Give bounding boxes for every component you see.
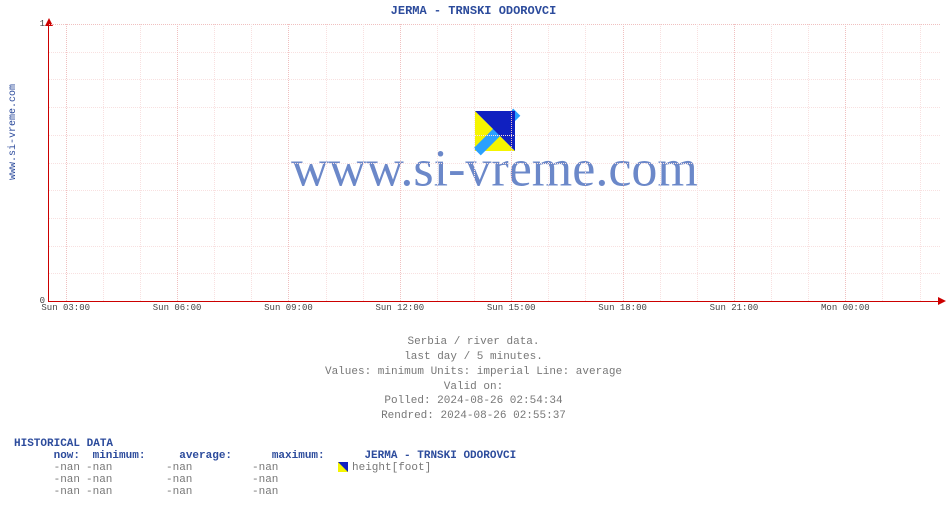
xtick-label: Mon 00:00 <box>821 303 870 313</box>
gridline-h-minor <box>49 79 940 80</box>
hist-headers: now: minimum: average: maximum: JERMA - … <box>14 450 933 462</box>
hist-cell: -nan <box>252 486 338 498</box>
gridline-h <box>49 24 940 25</box>
gridline-v-minor <box>548 24 549 301</box>
gridline-h-minor <box>49 107 940 108</box>
gridline-h-minor <box>49 218 940 219</box>
hist-header-series: JERMA - TRNSKI ODOROVCI <box>364 450 516 462</box>
hist-cell: -nan <box>86 462 166 474</box>
hist-cell: -nan <box>166 486 252 498</box>
info-line: Valid on: <box>0 380 947 395</box>
gridline-v-minor <box>585 24 586 301</box>
gridline-v <box>288 24 289 301</box>
site-label: www.si-vreme.com <box>8 84 19 180</box>
gridline-v <box>511 24 512 301</box>
hist-series-label: height[foot] <box>338 462 431 474</box>
gridline-v-minor <box>437 24 438 301</box>
xtick-label: Sun 15:00 <box>487 303 536 313</box>
series-label-text: height[foot] <box>352 462 431 474</box>
x-axis-arrow-icon <box>938 297 946 305</box>
hist-cell: -nan <box>166 474 252 486</box>
gridline-v-minor <box>660 24 661 301</box>
gridline-h-minor <box>49 246 940 247</box>
historical-data: HISTORICAL DATA now: minimum: average: m… <box>14 438 933 498</box>
watermark-icon <box>475 111 515 151</box>
hist-cell: -nan <box>14 486 86 498</box>
gridline-h-minor <box>49 273 940 274</box>
xtick-label: Sun 03:00 <box>41 303 90 313</box>
gridline-v-minor <box>920 24 921 301</box>
hist-header-min: minimum: <box>93 450 173 462</box>
hist-header-avg: average: <box>179 450 265 462</box>
hist-title: HISTORICAL DATA <box>14 438 933 450</box>
hist-cell: -nan <box>14 474 86 486</box>
gridline-h-minor <box>49 135 940 136</box>
gridline-h-minor <box>49 190 940 191</box>
xtick-label: Sun 21:00 <box>710 303 759 313</box>
hist-row: -nan-nan-nan-nan <box>14 486 933 498</box>
gridline-v-minor <box>697 24 698 301</box>
xtick-label: Sun 09:00 <box>264 303 313 313</box>
hist-header-max: maximum: <box>272 450 358 462</box>
info-block: Serbia / river data. last day / 5 minute… <box>0 335 947 424</box>
info-line: Polled: 2024-08-26 02:54:34 <box>0 394 947 409</box>
hist-cell: -nan <box>252 462 338 474</box>
gridline-v-minor <box>474 24 475 301</box>
series-swatch-icon <box>338 462 348 472</box>
hist-cell: -nan <box>14 462 86 474</box>
hist-header-now: now: <box>14 450 86 462</box>
hist-row: -nan-nan-nan-nanheight[foot] <box>14 462 933 474</box>
info-line: last day / 5 minutes. <box>0 350 947 365</box>
gridline-h-minor <box>49 52 940 53</box>
chart-area: www.si-vreme.com 01Sun 03:00Sun 06:00Sun… <box>34 18 940 328</box>
gridline-v-minor <box>363 24 364 301</box>
gridline-v-minor <box>214 24 215 301</box>
plot-area: www.si-vreme.com 01Sun 03:00Sun 06:00Sun… <box>48 24 940 302</box>
hist-cell: -nan <box>252 474 338 486</box>
info-line: Rendred: 2024-08-26 02:55:37 <box>0 409 947 424</box>
xtick-label: Sun 18:00 <box>598 303 647 313</box>
info-line: Serbia / river data. <box>0 335 947 350</box>
chart-title: JERMA - TRNSKI ODOROVCI <box>0 0 947 18</box>
hist-cell: -nan <box>166 462 252 474</box>
hist-cell: -nan <box>86 474 166 486</box>
xtick-label: Sun 12:00 <box>376 303 425 313</box>
gridline-v-minor <box>140 24 141 301</box>
hist-cell: -nan <box>86 486 166 498</box>
gridline-v <box>66 24 67 301</box>
hist-row: -nan-nan-nan-nan <box>14 474 933 486</box>
gridline-h-minor <box>49 163 940 164</box>
gridline-v <box>845 24 846 301</box>
gridline-v-minor <box>771 24 772 301</box>
gridline-v <box>734 24 735 301</box>
info-line: Values: minimum Units: imperial Line: av… <box>0 365 947 380</box>
gridline-v <box>623 24 624 301</box>
gridline-v-minor <box>882 24 883 301</box>
gridline-v-minor <box>251 24 252 301</box>
xtick-label: Sun 06:00 <box>153 303 202 313</box>
gridline-v <box>400 24 401 301</box>
gridline-v <box>177 24 178 301</box>
ytick-label: 1 <box>40 19 45 29</box>
gridline-v-minor <box>808 24 809 301</box>
gridline-v-minor <box>326 24 327 301</box>
gridline-v-minor <box>103 24 104 301</box>
